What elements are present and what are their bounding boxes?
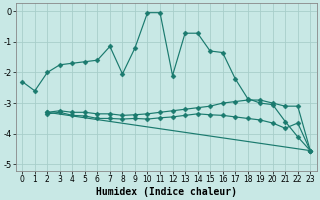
X-axis label: Humidex (Indice chaleur): Humidex (Indice chaleur) bbox=[96, 186, 237, 197]
